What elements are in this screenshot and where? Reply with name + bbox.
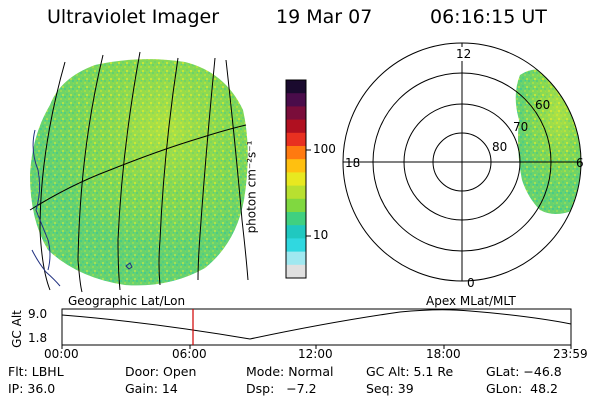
mlat-label-80: 80 bbox=[492, 140, 508, 154]
timeline-y-label: GC Alt bbox=[9, 310, 24, 348]
altitude-timeline bbox=[61, 308, 572, 349]
footer-door: Door: Open bbox=[125, 364, 197, 379]
colorbar-band bbox=[286, 225, 306, 239]
timeline-tick-1200: 12:00 bbox=[298, 347, 333, 361]
timeline-tick-0600: 06:00 bbox=[172, 347, 207, 361]
colorbar-band bbox=[286, 212, 306, 226]
mlt-label-6: 6 bbox=[576, 156, 584, 170]
footer-gain: Gain: 14 bbox=[125, 381, 178, 396]
mlat-label-70: 70 bbox=[513, 120, 529, 134]
colorbar bbox=[285, 79, 311, 279]
mlat-label-60: 60 bbox=[535, 98, 551, 112]
footer-gc-alt: GC Alt: 5.1 Re bbox=[366, 364, 454, 379]
colorbar-band bbox=[286, 251, 306, 266]
footer-filter: Flt: LBHL bbox=[8, 364, 64, 379]
timeline-right-title: Apex MLat/MLT bbox=[426, 294, 516, 308]
earth-image bbox=[30, 59, 248, 286]
coastline bbox=[31, 129, 133, 287]
mlt-label-18: 18 bbox=[345, 156, 361, 170]
colorbar-band bbox=[286, 238, 306, 253]
colorbar-band bbox=[286, 119, 306, 134]
colorbar-band bbox=[286, 172, 306, 187]
time-label: 06:16:15 UT bbox=[430, 6, 547, 28]
colorbar-band bbox=[286, 159, 306, 173]
colorbar-band bbox=[286, 80, 306, 94]
timeline-tick-1800: 18:00 bbox=[426, 347, 461, 361]
instrument-title: Ultraviolet Imager bbox=[47, 6, 220, 28]
footer-mode: Mode: Normal bbox=[246, 364, 334, 379]
mlt-label-12: 12 bbox=[456, 47, 472, 61]
colorbar-tick-100: 100 bbox=[313, 142, 336, 156]
footer-glat: GLat: −46.8 bbox=[486, 364, 562, 379]
colorbar-tick-10: 10 bbox=[313, 228, 329, 242]
timeline-y-min: 1.8 bbox=[28, 331, 48, 345]
lat-lon-grid bbox=[29, 51, 249, 293]
footer-glon: GLon: 48.2 bbox=[486, 381, 558, 396]
colorbar-band bbox=[286, 106, 306, 121]
footer-seq: Seq: 39 bbox=[366, 381, 414, 396]
colorbar-band bbox=[286, 185, 306, 200]
colorbar-band bbox=[286, 264, 306, 279]
timeline-tick-2359: 23:59 bbox=[553, 347, 588, 361]
timeline-left-title: Geographic Lat/Lon bbox=[68, 294, 186, 308]
footer-dsp: Dsp: −7.2 bbox=[246, 381, 317, 396]
footer-ip: IP: 36.0 bbox=[8, 381, 56, 396]
timeline-y-max: 9.0 bbox=[28, 307, 48, 321]
colorbar-unit-label: photon cm⁻²s⁻¹ bbox=[244, 140, 259, 234]
colorbar-band bbox=[286, 132, 306, 147]
mlt-label-0: 0 bbox=[467, 276, 475, 290]
colorbar-band bbox=[286, 93, 306, 107]
polar-plot bbox=[342, 42, 582, 282]
colorbar-band bbox=[286, 146, 306, 160]
date-label: 19 Mar 07 bbox=[276, 6, 373, 28]
colorbar-band bbox=[286, 198, 306, 213]
timeline-tick-0000: 00:00 bbox=[44, 347, 79, 361]
